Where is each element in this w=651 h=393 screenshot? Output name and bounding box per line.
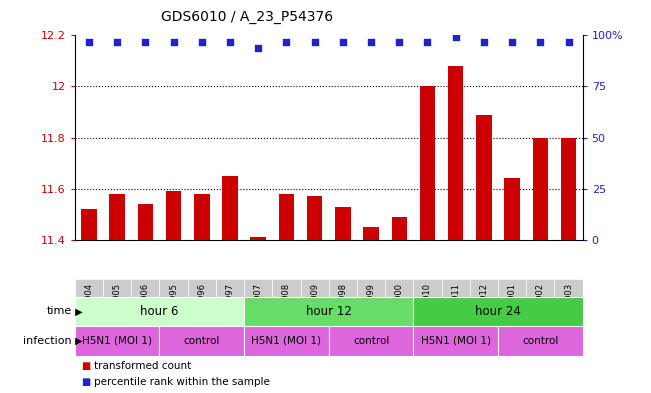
Text: ▶: ▶	[72, 336, 83, 346]
Point	[169, 39, 179, 45]
Bar	[363, 227, 379, 240]
Text: GDS6010 / A_23_P54376: GDS6010 / A_23_P54376	[161, 10, 333, 24]
Text: control: control	[522, 336, 559, 346]
Text: GSM1626002: GSM1626002	[536, 283, 545, 339]
Bar	[132, 279, 159, 352]
Text: GSM1625999: GSM1625999	[367, 283, 376, 338]
Bar	[526, 279, 555, 352]
Bar	[307, 196, 322, 240]
Bar	[357, 279, 385, 352]
Bar	[159, 279, 187, 352]
Text: control: control	[184, 336, 220, 346]
Text: time: time	[46, 307, 72, 316]
Bar	[448, 66, 464, 240]
Bar	[81, 209, 97, 240]
Text: H5N1 (MOI 1): H5N1 (MOI 1)	[82, 336, 152, 346]
Point	[338, 39, 348, 45]
Point	[225, 39, 235, 45]
Point	[535, 39, 546, 45]
Bar	[335, 207, 351, 240]
Bar	[301, 279, 329, 352]
Text: H5N1 (MOI 1): H5N1 (MOI 1)	[421, 336, 491, 346]
Bar	[555, 279, 583, 352]
Text: ■: ■	[81, 360, 90, 371]
Bar	[222, 176, 238, 240]
Point	[140, 39, 150, 45]
Point	[478, 39, 489, 45]
Bar	[166, 191, 182, 240]
Text: H5N1 (MOI 1): H5N1 (MOI 1)	[251, 336, 322, 346]
Point	[563, 39, 574, 45]
Text: GSM1626012: GSM1626012	[479, 283, 488, 339]
Bar	[329, 279, 357, 352]
Bar	[441, 279, 470, 352]
Text: GSM1626011: GSM1626011	[451, 283, 460, 339]
Bar	[244, 326, 329, 356]
Bar	[187, 279, 216, 352]
Point	[112, 39, 122, 45]
Bar	[476, 114, 492, 240]
Text: ▶: ▶	[72, 307, 83, 316]
Bar	[216, 279, 244, 352]
Bar	[75, 297, 244, 326]
Point	[197, 39, 207, 45]
Text: infection: infection	[23, 336, 72, 346]
Text: GSM1626000: GSM1626000	[395, 283, 404, 339]
Point	[253, 44, 264, 51]
Text: GSM1626001: GSM1626001	[508, 283, 517, 339]
Text: GSM1626007: GSM1626007	[254, 283, 263, 339]
Bar	[498, 326, 583, 356]
Text: hour 24: hour 24	[475, 305, 521, 318]
Point	[366, 39, 376, 45]
Text: GSM1625998: GSM1625998	[339, 283, 348, 339]
Text: GSM1626010: GSM1626010	[423, 283, 432, 339]
Bar	[498, 279, 526, 352]
Text: GSM1625996: GSM1625996	[197, 283, 206, 339]
Bar	[561, 138, 576, 240]
Bar	[329, 326, 413, 356]
Bar	[385, 279, 413, 352]
Bar	[470, 279, 498, 352]
Bar	[279, 194, 294, 240]
Bar	[533, 138, 548, 240]
Text: hour 6: hour 6	[141, 305, 178, 318]
Bar	[244, 279, 272, 352]
Bar	[75, 326, 159, 356]
Bar	[420, 86, 436, 240]
Bar	[413, 326, 498, 356]
Text: transformed count: transformed count	[94, 360, 191, 371]
Bar	[244, 297, 413, 326]
Point	[422, 39, 433, 45]
Point	[507, 39, 518, 45]
Bar	[75, 279, 103, 352]
Text: GSM1626008: GSM1626008	[282, 283, 291, 339]
Bar	[505, 178, 520, 240]
Bar	[413, 279, 441, 352]
Bar	[159, 326, 244, 356]
Bar	[272, 279, 301, 352]
Bar	[194, 194, 210, 240]
Bar	[413, 297, 583, 326]
Bar	[137, 204, 153, 240]
Text: percentile rank within the sample: percentile rank within the sample	[94, 377, 270, 387]
Point	[84, 39, 94, 45]
Text: GSM1626005: GSM1626005	[113, 283, 122, 339]
Point	[394, 39, 404, 45]
Text: GSM1626003: GSM1626003	[564, 283, 573, 339]
Point	[309, 39, 320, 45]
Text: GSM1626004: GSM1626004	[85, 283, 94, 339]
Bar	[109, 194, 125, 240]
Point	[450, 34, 461, 40]
Bar	[103, 279, 132, 352]
Bar	[251, 237, 266, 240]
Text: GSM1626009: GSM1626009	[310, 283, 319, 339]
Bar	[391, 217, 407, 240]
Text: GSM1626006: GSM1626006	[141, 283, 150, 339]
Point	[281, 39, 292, 45]
Text: GSM1625995: GSM1625995	[169, 283, 178, 338]
Text: hour 12: hour 12	[306, 305, 352, 318]
Text: control: control	[353, 336, 389, 346]
Text: ■: ■	[81, 377, 90, 387]
Text: GSM1625997: GSM1625997	[225, 283, 234, 339]
